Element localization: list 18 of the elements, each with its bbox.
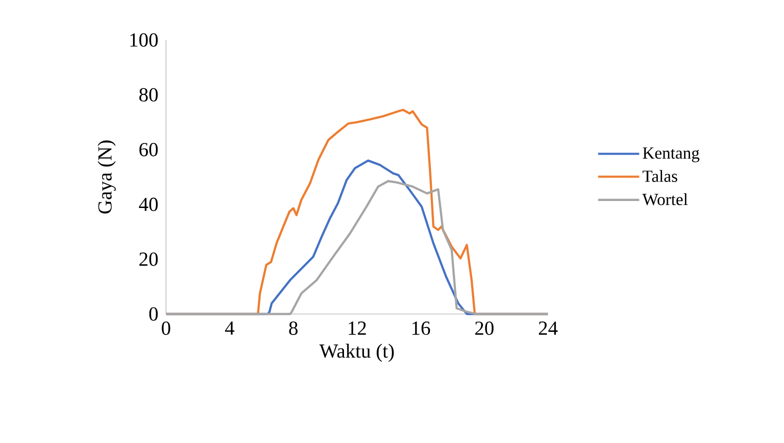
y-tick-label: 0 (149, 307, 158, 321)
y-tick-label: 20 (139, 252, 158, 266)
y-tick-label: 60 (139, 142, 158, 156)
y-tick-label: 80 (139, 88, 158, 102)
legend-label: Kentang (642, 147, 700, 162)
y-axis-title: Gaya (N) (98, 140, 116, 214)
x-tick-label: 20 (475, 322, 494, 335)
x-tick-label: 16 (412, 322, 430, 335)
x-tick-label: 8 (289, 322, 298, 335)
y-tick-label: 100 (130, 33, 158, 47)
x-axis-title: Waktu (t) (319, 344, 394, 362)
legend-label: Talas (642, 170, 678, 182)
x-tick-label: 0 (162, 322, 170, 335)
x-tick-label: 12 (348, 322, 366, 335)
x-tick-label: 24 (538, 322, 558, 335)
y-tick-label: 40 (138, 198, 158, 212)
x-tick-label: 4 (225, 322, 234, 335)
legend-label: Wortel (642, 193, 688, 206)
